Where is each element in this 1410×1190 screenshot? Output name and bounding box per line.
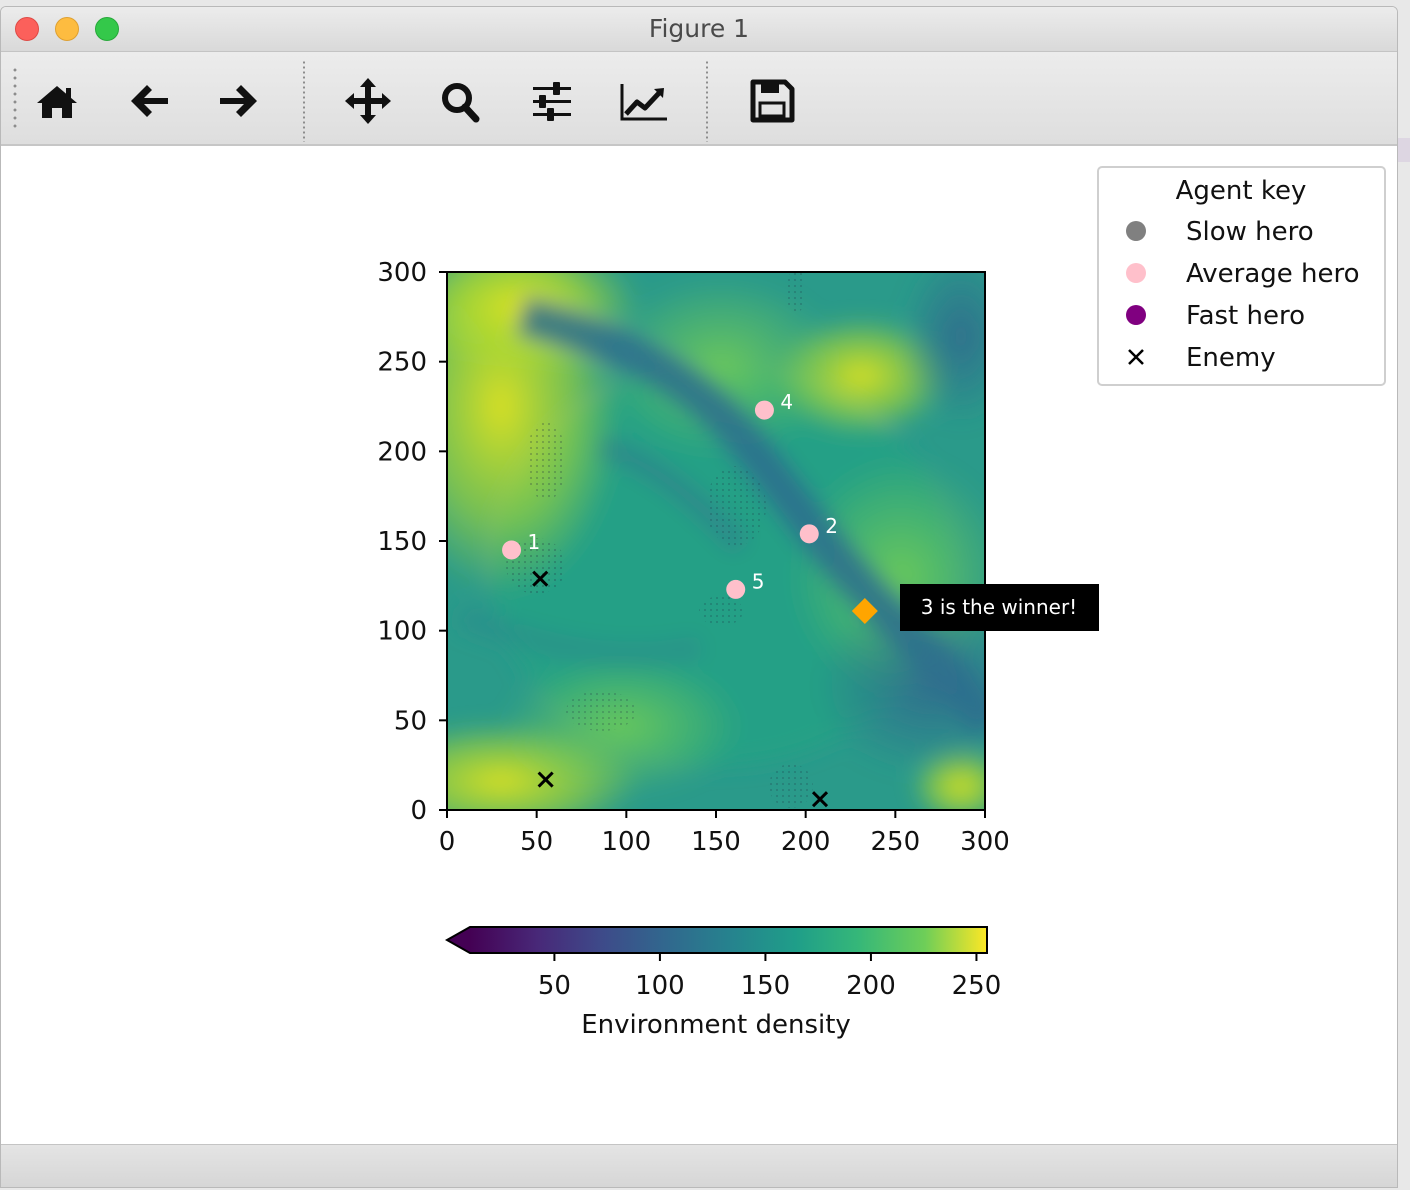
enemy-marker [811,791,829,808]
x-tick-label: 250 [871,827,921,857]
title-bar: Figure 1 [1,7,1397,52]
line-chart-icon [620,84,667,121]
y-tick-label: 150 [377,527,427,557]
navigation-toolbar [1,52,1397,146]
hero-label: 1 [528,530,541,554]
y-tick-label: 50 [394,706,427,736]
minimize-window-button[interactable] [55,17,79,41]
hero-label: 4 [780,390,793,414]
zoom-window-button[interactable] [95,17,119,41]
toolbar-grip[interactable] [13,66,17,132]
colorbar-frame [444,926,988,954]
colorbar-tick-label: 100 [635,971,685,1001]
colorbar-extend-triangle [447,927,470,953]
subplots-button[interactable] [525,76,579,126]
hero-marker [799,524,819,544]
x-tick-label: 0 [439,827,456,857]
figure-window: Figure 1 [0,6,1398,1188]
hero-label: 5 [752,569,765,593]
y-tick-label: 200 [377,437,427,467]
x-tick-label: 50 [520,827,553,857]
close-window-button[interactable] [15,17,39,41]
density-heatmap [447,272,985,810]
back-button[interactable] [122,76,176,126]
x-tick-label: 150 [691,827,741,857]
save-button[interactable] [745,76,799,126]
pan-button[interactable] [341,76,395,126]
window-edge-strip [1398,138,1410,162]
magnifier-icon [442,83,480,123]
enemy-marker [537,771,554,788]
x-tick-label: 300 [960,827,1010,857]
winner-marker [851,597,878,624]
hero-label: 2 [825,514,838,538]
toolbar-separator [303,60,305,142]
colorbar-label: Environment density [581,1010,851,1040]
floppy-disk-icon [750,79,795,123]
arrow-left-icon [131,85,168,117]
colorbar: 50 100 150 200 250 Environment density [444,926,1001,1040]
legend-marker [1126,263,1146,283]
legend-box [1097,166,1386,386]
forward-button[interactable] [212,76,266,126]
toolbar-separator [706,60,708,142]
legend-title: Agent key [1176,176,1307,206]
x-axis: 0 50 100 150 200 250 300 [439,810,1010,857]
hero-marker [726,579,746,599]
winner-annotation: 3 is the winner! [900,584,1099,631]
x-tick-label: 200 [781,827,831,857]
colorbar-tick-label: 200 [846,971,896,1001]
customize-button[interactable] [617,76,671,126]
winner-annotation-box [900,584,1099,631]
legend-enemy-marker [1128,349,1144,365]
x-tick-label: 100 [602,827,652,857]
hero-marker [754,400,774,420]
colorbar-ticks: 50 100 150 200 250 [538,953,1001,1001]
colorbar-tick-label: 150 [741,971,791,1001]
enemy-marker [532,570,549,587]
y-tick-label: 0 [410,796,427,826]
home-button[interactable] [30,76,84,126]
arrow-right-icon [220,85,257,117]
legend-entry-label: Enemy [1186,343,1276,373]
colorbar-gradient [470,927,987,953]
y-tick-label: 250 [377,348,427,378]
window-title: Figure 1 [648,14,750,43]
agent-markers: 1 2 4 5 [502,390,878,808]
legend-entry-label: Fast hero [1186,301,1305,331]
y-axis: 0 50 100 150 200 250 300 [377,258,447,826]
legend-marker [1126,221,1146,241]
legend-entries: Slow hero Average hero Fast hero Enemy [1126,217,1360,373]
y-tick-label: 100 [377,617,427,647]
legend-entry-label: Average hero [1186,259,1360,289]
status-bar [1,1144,1397,1187]
y-tick-label: 300 [377,258,427,288]
move-arrows-icon [345,78,391,124]
sliders-icon [533,82,571,121]
colorbar-tick-label: 50 [538,971,571,1001]
winner-annotation-text: 3 is the winner! [921,595,1077,619]
legend-marker [1126,305,1146,325]
legend-entry-label: Slow hero [1186,217,1314,247]
hero-marker [502,540,522,560]
home-icon [37,86,77,118]
zoom-button[interactable] [433,76,487,126]
colorbar-tick-label: 250 [952,971,1002,1001]
legend: Agent key Slow hero Average hero Fast hero… [1097,166,1386,386]
